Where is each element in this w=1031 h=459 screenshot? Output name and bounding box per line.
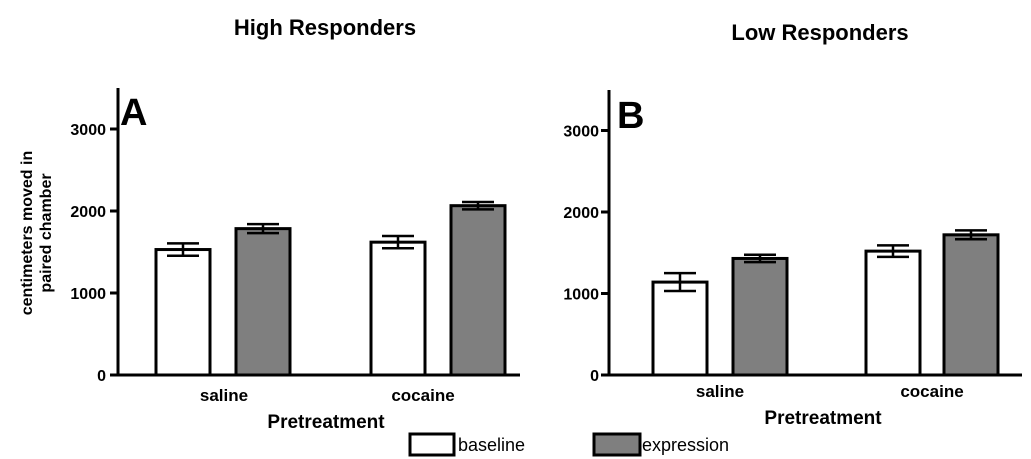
legend-label-baseline: baseline bbox=[458, 435, 525, 455]
panel-a-bar-cocaine-baseline bbox=[369, 240, 427, 377]
legend-label-expression: expression bbox=[642, 435, 729, 455]
legend-swatch-baseline bbox=[408, 432, 456, 457]
panel-a-ytick-label-2000: 2000 bbox=[70, 204, 106, 221]
panel-a-ytick-label-0: 0 bbox=[97, 368, 106, 385]
panel-a-cat-cocaine: cocaine bbox=[391, 386, 454, 405]
panel-b-ytick-label-1000: 1000 bbox=[563, 287, 599, 304]
panel-b-cat-cocaine: cocaine bbox=[900, 382, 963, 401]
panel-b-ytick-label-0: 0 bbox=[590, 368, 599, 385]
panel-b-xlabel: Pretreatment bbox=[764, 408, 882, 429]
panel-b-bar-saline-baseline bbox=[651, 280, 709, 377]
panel-a-title: High Responders bbox=[234, 15, 416, 40]
chart-marks: 0 1000 2000 3000 0 1000 2000 3000 bbox=[70, 88, 1022, 385]
panel-b-ytick-label-3000: 3000 bbox=[563, 124, 599, 141]
panel-a-ylabel-line1: centimeters moved in bbox=[19, 151, 36, 316]
legend-swatch-expression bbox=[592, 432, 642, 457]
panel-b-bar-cocaine-expression bbox=[942, 233, 1000, 377]
panel-a-ylabel-line2: paired chamber bbox=[38, 173, 55, 292]
panel-a-bar-saline-expression bbox=[234, 227, 292, 377]
panel-a-ytick-label-1000: 1000 bbox=[70, 286, 106, 303]
panel-b-ytick-label-2000: 2000 bbox=[563, 205, 599, 222]
panel-b-letter: B bbox=[617, 95, 644, 137]
panel-a-letter: A bbox=[120, 92, 147, 134]
panel-b-bar-cocaine-baseline bbox=[864, 249, 922, 377]
panel-a-cat-saline: saline bbox=[200, 386, 248, 405]
panel-a-bar-cocaine-expression bbox=[449, 204, 507, 377]
panel-b-cat-saline: saline bbox=[696, 382, 744, 401]
panel-b-bar-saline-expression bbox=[731, 256, 789, 377]
panel-b-title: Low Responders bbox=[731, 20, 908, 45]
panel-a-ytick-label-3000: 3000 bbox=[70, 122, 106, 139]
panel-a-xlabel: Pretreatment bbox=[267, 412, 385, 433]
panel-a-bar-saline-baseline bbox=[154, 248, 212, 377]
